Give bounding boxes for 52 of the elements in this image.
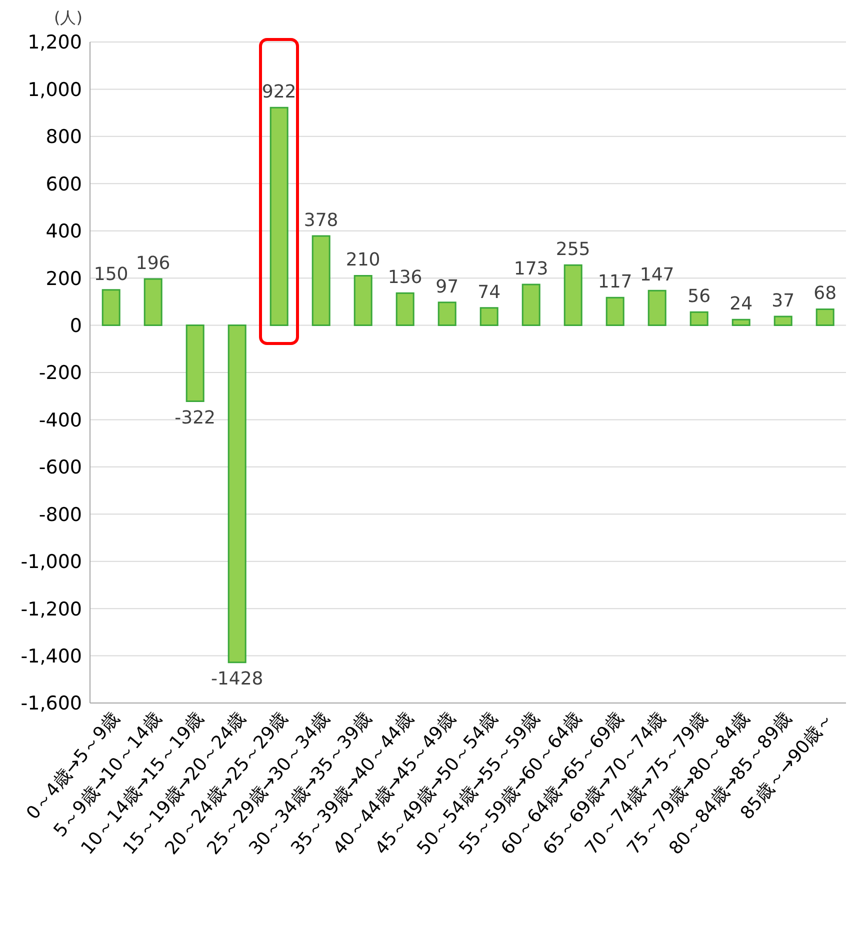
- y-tick-label: 400: [46, 220, 82, 243]
- data-label: 97: [436, 276, 459, 298]
- data-label: 117: [598, 272, 632, 293]
- data-label: -322: [174, 407, 216, 428]
- bar: [270, 106, 288, 326]
- bar: [522, 284, 540, 326]
- y-tick-label: 600: [46, 173, 82, 196]
- data-label: 150: [94, 264, 128, 285]
- y-tick-label: -600: [38, 456, 82, 479]
- data-label: 255: [556, 239, 590, 260]
- y-tick-label: -200: [38, 362, 82, 384]
- y-axis-title: (人): [54, 8, 82, 29]
- bar: [438, 302, 456, 326]
- bar: [228, 324, 246, 664]
- y-tick-label: -400: [38, 409, 82, 432]
- data-label: 37: [772, 290, 795, 312]
- data-label: 196: [136, 253, 170, 274]
- bar: [186, 324, 204, 402]
- data-label: 74: [478, 282, 501, 303]
- bar: [144, 278, 162, 326]
- bar: [774, 316, 792, 326]
- y-tick-label: -1,600: [20, 692, 82, 715]
- y-tick-label: -1,000: [20, 551, 82, 574]
- bar: [102, 289, 120, 326]
- data-label: 24: [730, 294, 753, 315]
- data-label: 68: [814, 283, 837, 304]
- bar: [312, 235, 330, 326]
- y-tick-label: 0: [70, 315, 82, 338]
- data-label: 56: [688, 286, 711, 308]
- bar: [480, 307, 498, 326]
- data-label: 147: [640, 264, 674, 286]
- bar: [816, 308, 834, 326]
- bar: [354, 274, 372, 326]
- bar: [396, 292, 414, 326]
- data-label: 210: [346, 250, 380, 271]
- y-tick-label: 800: [46, 126, 82, 148]
- bar: [606, 296, 624, 326]
- y-tick-label: -1,200: [20, 598, 82, 620]
- bar: [690, 311, 708, 326]
- data-label: -1428: [210, 668, 264, 690]
- bar: [564, 264, 582, 326]
- bar: [732, 318, 750, 326]
- y-tick-label: 200: [46, 268, 82, 290]
- bar: [648, 290, 666, 326]
- y-tick-label: -1,400: [20, 646, 82, 668]
- y-tick-label: 1,000: [28, 78, 82, 101]
- data-label: 378: [304, 210, 338, 232]
- data-label: 173: [514, 258, 548, 280]
- y-tick-label: 1,200: [28, 32, 82, 54]
- data-label: 922: [262, 82, 296, 103]
- data-label: 136: [388, 267, 422, 288]
- y-tick-label: -800: [38, 504, 82, 526]
